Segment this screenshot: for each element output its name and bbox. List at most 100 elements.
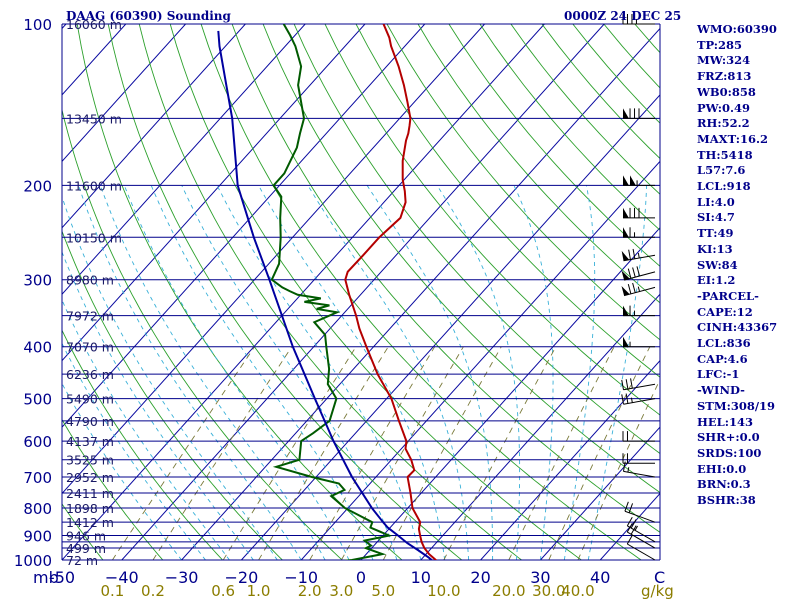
pressure-tick-label: 1000 [14, 552, 52, 570]
mixing-ratio-label: 0.6 [211, 582, 235, 600]
index-item: -WIND- [697, 383, 745, 398]
mixing-ratio-label: 2.0 [298, 582, 322, 600]
height-label: 11600 m [66, 178, 122, 193]
wind-barb-flag [625, 393, 629, 404]
isotherm-line [121, 24, 605, 560]
pressure-tick-label: 600 [23, 433, 52, 451]
wind-barb [622, 14, 655, 25]
pressure-tick-label: 100 [23, 16, 52, 34]
height-label: 2952 m [66, 470, 114, 485]
index-item: KI:13 [697, 241, 733, 256]
temperature-tick-label: −40 [105, 568, 139, 587]
wind-barb-pennant [623, 336, 629, 347]
wind-barb [623, 108, 655, 119]
wind-barb [626, 523, 656, 549]
index-item: -PARCEL- [697, 288, 759, 303]
height-labels: 16060 m 13450 m 11600 m 10150 m 8980 m 7972 m… [66, 17, 122, 568]
index-item: FRZ:813 [697, 69, 752, 84]
pressure-tick-label: 700 [23, 469, 52, 487]
wind-barb-flag [630, 525, 637, 535]
wind-barb-flag [622, 461, 626, 472]
isobars [62, 23, 660, 561]
moist-adiabat-line [216, 185, 422, 560]
mixing-ratio-unit: g/kg [641, 582, 674, 600]
wind-barb-flag [632, 248, 636, 259]
mixing-ratio-label: 5.0 [371, 582, 395, 600]
temperature-ticks: -50 −40 −30 −20 −10 0 10 20 30 40 [49, 568, 610, 587]
height-label: 7972 m [66, 309, 114, 324]
wind-barb [621, 248, 656, 262]
moist-adiabat-line [513, 185, 554, 560]
wind-barb-flag [628, 503, 634, 513]
pressure-tick-label: 500 [23, 391, 52, 409]
index-item: SHR+:0.0 [697, 430, 760, 445]
height-label: 8980 m [66, 273, 114, 288]
wind-barb-flag [628, 249, 631, 260]
wind-barb [623, 175, 655, 186]
temperature-trace [344, 24, 437, 560]
parcel-trace [217, 30, 434, 560]
wind-barb [626, 535, 656, 561]
index-item: CINH:43367 [697, 320, 778, 335]
index-item: TH:5418 [697, 147, 753, 162]
wind-barbs [621, 14, 656, 561]
temperature-tick-label: −30 [165, 568, 199, 587]
wind-barb [621, 282, 656, 297]
pressure-tick-label: 800 [23, 500, 52, 518]
index-item: MAXT:16.2 [697, 131, 768, 146]
isotherm-line [420, 293, 660, 560]
index-item: TT:49 [697, 226, 734, 241]
wind-barb-flag [630, 519, 637, 529]
isotherm-line [62, 24, 426, 428]
wind-barb-flag [632, 267, 636, 278]
isotherm-line [540, 426, 660, 560]
wind-barb [624, 501, 656, 523]
isotherm-line [0, 24, 6, 560]
wind-barb-half [637, 252, 640, 259]
wind-barb [622, 453, 655, 464]
wind-barb-staff [624, 510, 656, 523]
temperature-tick-label: 0 [356, 568, 366, 587]
mixing-ratio-label: 10.0 [427, 582, 460, 600]
height-label: 4790 m [66, 414, 114, 429]
wind-barb-flag [627, 284, 632, 294]
height-label: 946 m [66, 528, 106, 543]
chart-time-label: 0000Z 24 DEC 25 [564, 9, 681, 23]
sounding-indices: WMO:60390 TP:285 MW:324 FRZ:813 WB0:858 PW:0.… [697, 22, 800, 509]
wind-barb-flag [625, 379, 629, 390]
pressure-tick-label: 300 [23, 272, 52, 290]
temperature-tick-label: -50 [49, 568, 75, 587]
wind-barb-flag [636, 266, 641, 277]
wind-barb-flag [626, 535, 633, 545]
isotherm-line [62, 24, 366, 362]
index-item: LCL:836 [697, 336, 751, 351]
wind-barb-pennant [621, 286, 630, 296]
wind-barb [621, 393, 656, 405]
wind-barb-flag [626, 523, 633, 533]
moist-adiabat-line [99, 185, 326, 560]
isotherm-line [62, 24, 306, 295]
wind-barb-flag [621, 379, 624, 390]
moist-adiabat-line [366, 185, 494, 560]
wind-barb-flag [627, 268, 632, 279]
height-label: 16060 m [66, 17, 122, 32]
chart-title: DAAG (60390) Sounding [66, 9, 232, 23]
wind-barb-flag [624, 501, 629, 512]
index-item: RH:52.2 [697, 116, 750, 131]
index-item: SW:84 [697, 257, 738, 272]
index-item: LCL:918 [697, 179, 751, 194]
mixing-ratio-label: 0.2 [141, 582, 165, 600]
moist-adiabat-line [62, 299, 230, 560]
height-label: 2411 m [66, 486, 114, 501]
index-item: CAP:4.6 [697, 351, 748, 366]
height-label: 6236 m [66, 367, 114, 382]
wind-barb-flag [630, 378, 633, 389]
x-axis-unit-label: mb [33, 568, 59, 587]
mixing-ratio-label: 1.0 [247, 582, 271, 600]
index-item: MW:324 [697, 53, 751, 68]
index-item: EHI:0.0 [697, 461, 747, 476]
wind-barb-pennant [623, 207, 629, 218]
height-label: 7070 m [66, 340, 114, 355]
temperature-tick-label: −10 [284, 568, 318, 587]
